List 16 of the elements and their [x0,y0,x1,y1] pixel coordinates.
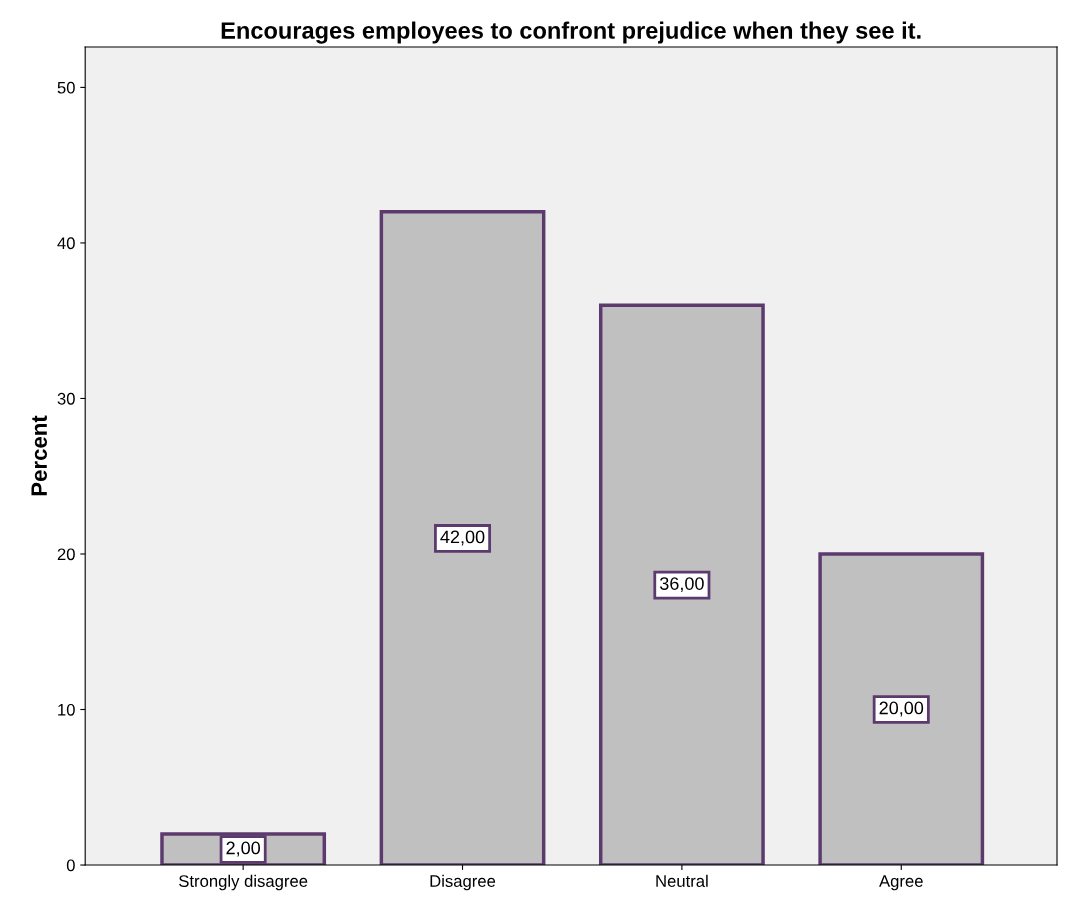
y-tick-label: 20 [57,548,75,561]
data-label: 42,00 [440,530,485,546]
x-tick-label: Neutral [656,874,708,887]
data-label: 2,00 [226,841,261,857]
y-tick-label: 30 [57,392,75,405]
data-label: 20,00 [879,701,924,717]
y-tick-label: 50 [57,81,75,94]
y-tick-label: 10 [58,703,75,716]
y-tick-label: 0 [66,859,75,872]
x-tick-label: Disagree [430,874,496,891]
chart-title: Encourages employees to confront prejudice when they see it. [221,21,921,44]
x-tick-label: Strongly disagree [179,874,308,891]
x-tick-label: Agree [879,875,923,891]
data-label: 36,00 [659,577,704,593]
y-axis-title: Percent [31,415,47,496]
y-tick-label: 40 [57,237,75,250]
